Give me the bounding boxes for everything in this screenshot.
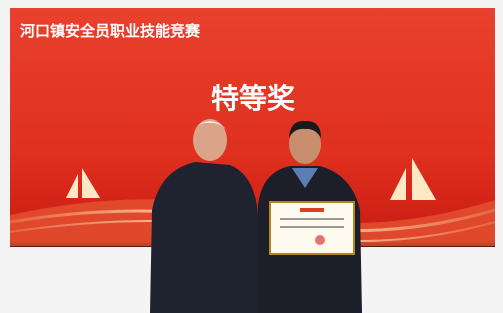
award-title: 特等奖 bbox=[211, 82, 295, 115]
person-left bbox=[150, 162, 258, 313]
head bbox=[193, 119, 227, 161]
certificate-line bbox=[280, 218, 344, 220]
page: {"screen": {"title": "河口镇安全员职业技能竞赛", "aw… bbox=[0, 0, 503, 313]
seal bbox=[315, 235, 325, 245]
certificate-heading bbox=[300, 208, 324, 212]
certificate-line bbox=[280, 226, 344, 228]
photo: 河口镇安全员职业技能竞赛 特等奖 bbox=[0, 0, 503, 313]
screen-title: 河口镇安全员职业技能竞赛 bbox=[20, 22, 201, 40]
